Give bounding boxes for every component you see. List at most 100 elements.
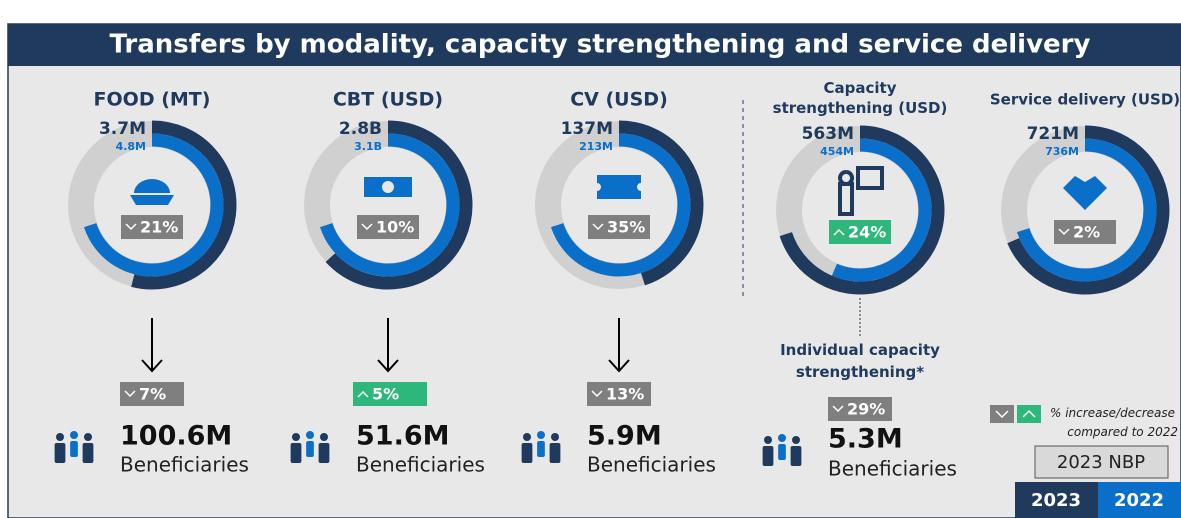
value-2022: 3.1B — [354, 140, 382, 153]
legend-note: % increase/decrease compared to 2022 — [1050, 406, 1178, 439]
change-badge — [829, 220, 891, 244]
change-label: 10% — [376, 218, 414, 237]
value-2023: 2.8B — [339, 119, 382, 139]
change-label: 5% — [372, 385, 399, 404]
chevron — [361, 223, 373, 231]
people-icon — [762, 434, 802, 466]
title-line: Capacity — [824, 79, 897, 97]
change-badge — [357, 215, 419, 239]
beneficiary-label: Beneficiaries — [120, 453, 249, 477]
people-icon — [54, 431, 94, 463]
people-icon — [290, 431, 330, 463]
person-head — [292, 433, 300, 441]
arrow-head — [608, 359, 630, 373]
change-label: 24% — [848, 223, 886, 242]
arrow-head — [141, 359, 163, 373]
change-label: 29% — [847, 400, 885, 419]
year-2022: 2022 — [1114, 490, 1164, 511]
arc-2022 — [831, 138, 932, 282]
arc-2022 — [551, 133, 691, 277]
value-2023: 563M — [802, 124, 854, 144]
person-head — [523, 433, 531, 441]
change-label: 35% — [607, 218, 645, 237]
value-2022: 454M — [820, 145, 854, 158]
icon — [838, 166, 884, 216]
year-2023: 2023 — [1031, 490, 1081, 511]
person-head — [70, 431, 78, 439]
arrow-head — [377, 359, 399, 373]
donut-title: Service delivery (USD) — [990, 91, 1180, 109]
title-line: strengthening (USD) — [773, 99, 948, 117]
chevron — [357, 390, 369, 398]
person-body — [790, 446, 802, 466]
change-label: 21% — [140, 218, 178, 237]
person-body — [521, 443, 533, 463]
beneficiary-value: 5.9M — [587, 421, 662, 452]
arc-2022 — [1017, 138, 1157, 282]
change-label: 2% — [1073, 223, 1100, 242]
donut-title: CBT (USD) — [333, 89, 443, 111]
chevron — [832, 405, 844, 413]
person-body — [306, 441, 314, 457]
person-body — [290, 443, 302, 463]
beneficiary-label: Beneficiaries — [828, 457, 957, 481]
donut-title: Capacity strengthening (USD) — [773, 79, 948, 117]
change-label: 7% — [139, 385, 166, 404]
title-line: Individual capacity — [780, 341, 940, 359]
beneficiary-label: Beneficiaries — [587, 453, 716, 477]
chevron — [833, 228, 845, 236]
value-2022: 736M — [1045, 145, 1079, 158]
change-badge — [1054, 220, 1116, 244]
arc-2023 — [618, 120, 704, 286]
chevron — [125, 223, 137, 231]
chevron — [1022, 409, 1036, 418]
person-body — [537, 441, 545, 457]
person-body — [778, 444, 786, 460]
chevron — [591, 390, 603, 398]
arc-2022 — [320, 133, 460, 277]
beneficiary-value: 100.6M — [120, 421, 232, 452]
legend-up — [1017, 405, 1041, 423]
person-body — [762, 446, 774, 466]
person-head — [778, 434, 786, 442]
title-bar — [8, 24, 1181, 66]
person-head — [537, 431, 545, 439]
donut-title: CV (USD) — [570, 89, 668, 111]
person-head — [320, 433, 328, 441]
person-head — [764, 436, 772, 444]
icon — [1063, 176, 1107, 210]
person-head — [56, 433, 64, 441]
change-badge — [587, 382, 651, 406]
chevron — [592, 223, 604, 231]
legend-down — [990, 405, 1014, 423]
change-label: 13% — [606, 385, 644, 404]
chevron — [1058, 228, 1070, 236]
beneficiary-value: 51.6M — [356, 421, 450, 452]
year-2023-box — [1015, 482, 1098, 518]
donut-title: FOOD (MT) — [94, 89, 211, 111]
value-2022: 4.8M — [116, 140, 146, 153]
person-body — [318, 443, 330, 463]
chevron — [124, 390, 136, 398]
arc-2023 — [131, 120, 237, 290]
arc-2023 — [325, 120, 473, 290]
title-line: strengthening* — [796, 363, 924, 381]
note-line: compared to 2022 — [1067, 425, 1178, 439]
arc-2022 — [84, 133, 224, 277]
arc-2023 — [1007, 125, 1170, 295]
title: Transfers by modality, capacity strength… — [110, 30, 1091, 60]
change-badge — [828, 397, 892, 421]
person-body — [82, 443, 94, 463]
icon — [597, 175, 641, 199]
person-head — [551, 433, 559, 441]
nbp-box — [1034, 445, 1169, 479]
person-body — [70, 441, 78, 457]
icon — [364, 165, 412, 209]
arc-2023 — [779, 125, 945, 295]
person-head — [84, 433, 92, 441]
person-body — [54, 443, 66, 463]
individual-capacity-title: Individual capacity strengthening* — [780, 341, 940, 381]
year-2022-box — [1098, 482, 1181, 518]
value-2022: 213M — [579, 140, 613, 153]
change-badge — [121, 215, 183, 239]
